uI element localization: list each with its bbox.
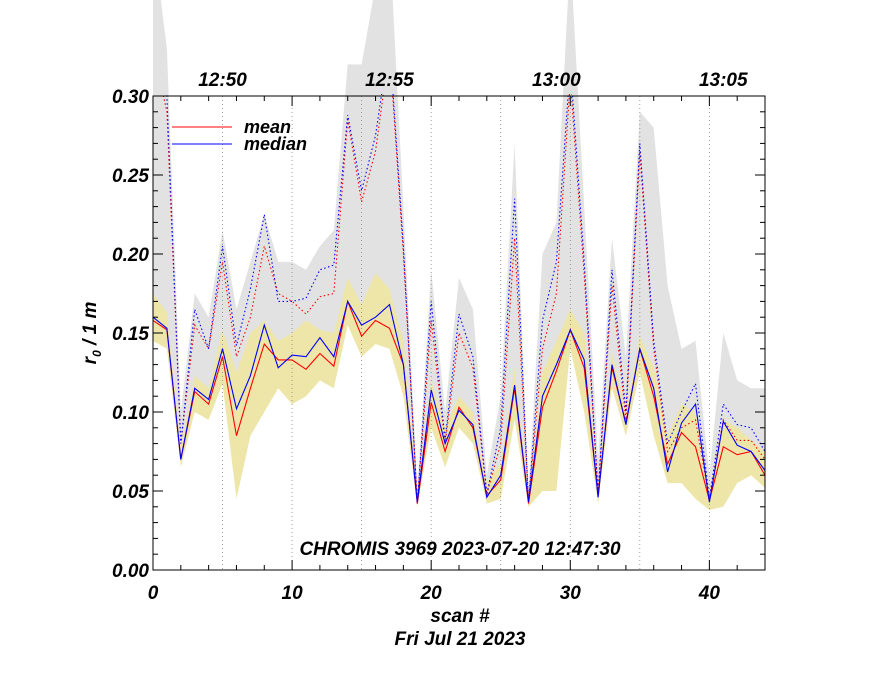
khaki-band: [153, 273, 765, 510]
x-tick-label: 40: [698, 583, 721, 604]
x-tick-label: 30: [560, 583, 582, 604]
x-tick-label: 20: [420, 583, 443, 604]
y-tick-labels: 0.00 0.05 0.10 0.15 0.20 0.25 0.30: [112, 87, 149, 582]
top-time-label: 12:55: [365, 70, 414, 91]
annotation-label: CHROMIS 3969 2023-07-20 12:47:30: [299, 539, 621, 560]
y-axis-label-sub: 0: [90, 350, 104, 357]
x-axis-date-label: Fri Jul 21 2023: [395, 629, 526, 650]
x-tick-label: 10: [282, 583, 304, 604]
y-tick-label: 0.15: [112, 324, 149, 345]
top-time-label: 12:50: [198, 70, 247, 91]
top-time-labels: 12:50 12:55 13:00 13:05: [198, 70, 748, 91]
x-tick-label: 0: [148, 583, 159, 604]
y-tick-label: 0.00: [112, 561, 149, 582]
series-median: [153, 299, 765, 503]
legend: mean median: [172, 117, 307, 154]
y-tick-label: 0.10: [112, 403, 149, 424]
axis-ticks: [152, 95, 766, 571]
y-tick-label: 0.30: [112, 87, 149, 108]
vertical-markers: [222, 96, 710, 570]
x-tick-labels: 0 10 20 30 40: [148, 583, 721, 604]
legend-median-label: median: [244, 134, 307, 154]
y-tick-label: 0.05: [112, 482, 149, 503]
bands-layer: [153, 0, 765, 510]
y-axis-label: r0 / 1 m: [80, 302, 104, 365]
series-dotted-median: [165, 94, 765, 504]
series-lines: [153, 94, 765, 504]
y-tick-label: 0.20: [112, 245, 149, 266]
top-time-label: 13:00: [532, 70, 581, 91]
top-time-label: 13:05: [699, 70, 748, 91]
y-axis-label-main: r: [80, 355, 101, 364]
y-tick-label: 0.25: [112, 166, 149, 187]
x-axis-label: scan #: [430, 606, 490, 627]
series-dotted-mean: [162, 94, 765, 504]
y-axis-label-rest: / 1 m: [80, 302, 101, 351]
legend-mean-label: mean: [244, 117, 291, 137]
